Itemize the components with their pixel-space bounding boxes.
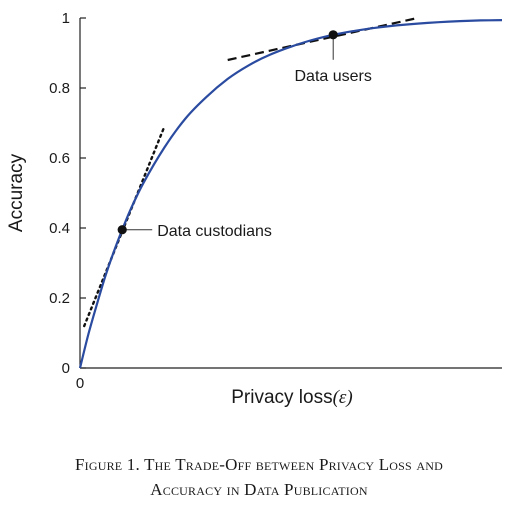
point-label-data-users: Data users bbox=[295, 68, 372, 85]
caption-line-2: Accuracy in Data Publication bbox=[0, 477, 518, 502]
x-tick-label: 0 bbox=[76, 375, 84, 392]
x-ticks: 0 bbox=[76, 375, 84, 392]
tangent-dashed bbox=[228, 18, 418, 60]
y-tick-label: 0.6 bbox=[49, 150, 70, 167]
y-tick-label: 1 bbox=[62, 10, 70, 27]
caption-line-1: Figure 1. The Trade-Off between Privacy … bbox=[0, 452, 518, 477]
figure-caption: Figure 1. The Trade-Off between Privacy … bbox=[0, 452, 518, 502]
y-tick-label: 0.8 bbox=[49, 80, 70, 97]
axes bbox=[80, 18, 502, 368]
y-tick-label: 0.2 bbox=[49, 290, 70, 307]
y-axis-label: Accuracy bbox=[6, 153, 27, 232]
series-lines bbox=[80, 20, 502, 368]
data-points: Data custodians Data users bbox=[118, 30, 372, 240]
point-data-custodians bbox=[118, 225, 127, 234]
y-tick-label: 0.4 bbox=[49, 220, 70, 237]
point-data-users bbox=[329, 30, 338, 39]
y-tick-label: 0 bbox=[62, 360, 70, 377]
accuracy-curve bbox=[80, 20, 502, 368]
x-axis-label: Privacy loss(ε) bbox=[231, 387, 353, 408]
point-label-data-custodians: Data custodians bbox=[157, 223, 272, 240]
